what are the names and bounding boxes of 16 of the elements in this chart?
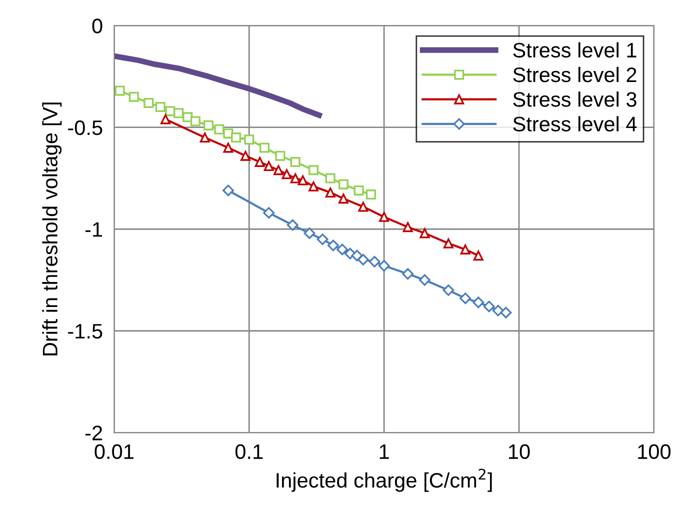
legend-label: Stress level 2 bbox=[513, 66, 636, 82]
legend-label: Stress level 3 bbox=[513, 92, 636, 107]
x-axis-title: Injected charge [C/cm$^{2}$] bbox=[276, 468, 492, 492]
legend-label: Stress level 1 bbox=[513, 42, 636, 58]
x-tick-label: 1 bbox=[380, 444, 389, 459]
x-tick-label: 0.01 bbox=[94, 444, 134, 460]
y-axis-title: Drift in threshold voltage [V] bbox=[42, 102, 62, 356]
legend-label: Stress level 4 bbox=[513, 116, 637, 132]
y-tick-label: -0.5 bbox=[68, 120, 102, 136]
y-tick-label: -1 bbox=[85, 222, 102, 237]
y-tick-label: -2 bbox=[85, 426, 102, 440]
y-tick-label: 0 bbox=[92, 18, 102, 34]
x-tick-label: 10 bbox=[509, 444, 530, 460]
x-tick-label: 100 bbox=[638, 444, 671, 460]
x-tick-label: 0.1 bbox=[235, 444, 263, 460]
y-tick-label: -1.5 bbox=[68, 324, 102, 339]
